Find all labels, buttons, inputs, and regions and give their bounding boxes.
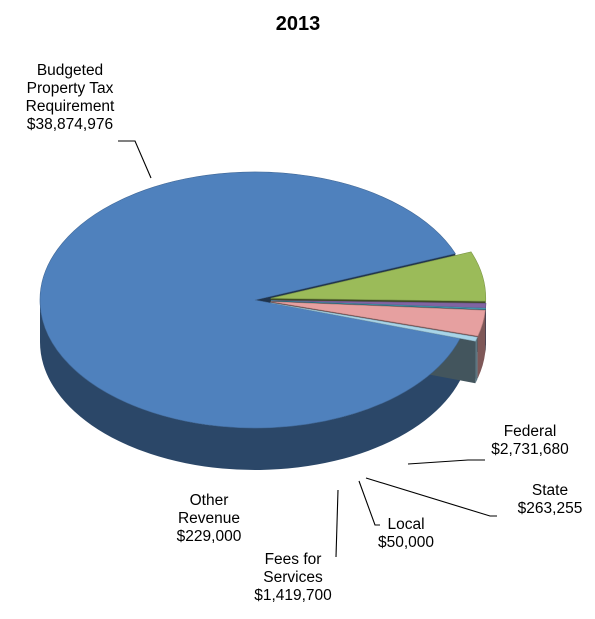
slice-label-line: $38,874,976 [27, 116, 113, 133]
slice-label-line: Property Tax [27, 80, 114, 97]
slice-label-line: Revenue [178, 510, 240, 527]
slice-label-line: Requirement [26, 98, 115, 115]
slice-label-line: $2,731,680 [491, 441, 569, 458]
slice-label-local: Local $50,000 [378, 516, 434, 551]
slice-label-line: Other [190, 492, 229, 509]
slice-fees-for-services [270, 301, 486, 337]
leader-line-fees-for-services [335, 489, 339, 558]
slice-label-state: State $263,255 [518, 482, 583, 517]
slice-label-budgeted-property-tax-requirement: Budgeted Property Tax Requirement $38,874,9… [26, 62, 115, 133]
leader-line-local [358, 480, 380, 526]
slice-rim-other-revenue [475, 337, 478, 384]
slice-budgeted-property-tax-requirement [39, 171, 461, 429]
slice-label-line: $1,419,700 [254, 587, 332, 604]
slice-label-line: Federal [504, 423, 557, 440]
slice-federal [270, 251, 487, 302]
slice-label-fees-for-services: Fees for Services $1,419,700 [254, 551, 332, 604]
slice-label-line: $229,000 [177, 528, 242, 545]
slice-label-line: $50,000 [378, 534, 434, 551]
slice-rim-budgeted-property-tax-requirement [40, 300, 461, 470]
slice-label-line: Services [263, 569, 323, 586]
slice-local [270, 300, 486, 310]
slice-other-revenue [270, 302, 478, 342]
leader-line-state [365, 477, 497, 517]
slice-label-line: $263,255 [518, 500, 583, 517]
chart-title: 2013 [276, 13, 321, 35]
pie-tops [39, 171, 487, 429]
leader-line-budgeted-property-tax-requirement [118, 140, 152, 179]
slice-label-line: Fees for [265, 551, 322, 568]
pie-labels: Budgeted Property Tax Requirement $38,874,9… [26, 62, 583, 604]
slice-rim-fees-for-services [477, 310, 486, 379]
slice-label-line: State [532, 482, 568, 499]
slice-label-line: Budgeted [37, 62, 103, 79]
leader-line-federal [407, 459, 485, 465]
slice-label-other-revenue: Other Revenue $229,000 [177, 492, 242, 545]
slice-label-line: Local [387, 516, 424, 533]
slice-label-federal: Federal $2,731,680 [491, 423, 569, 458]
